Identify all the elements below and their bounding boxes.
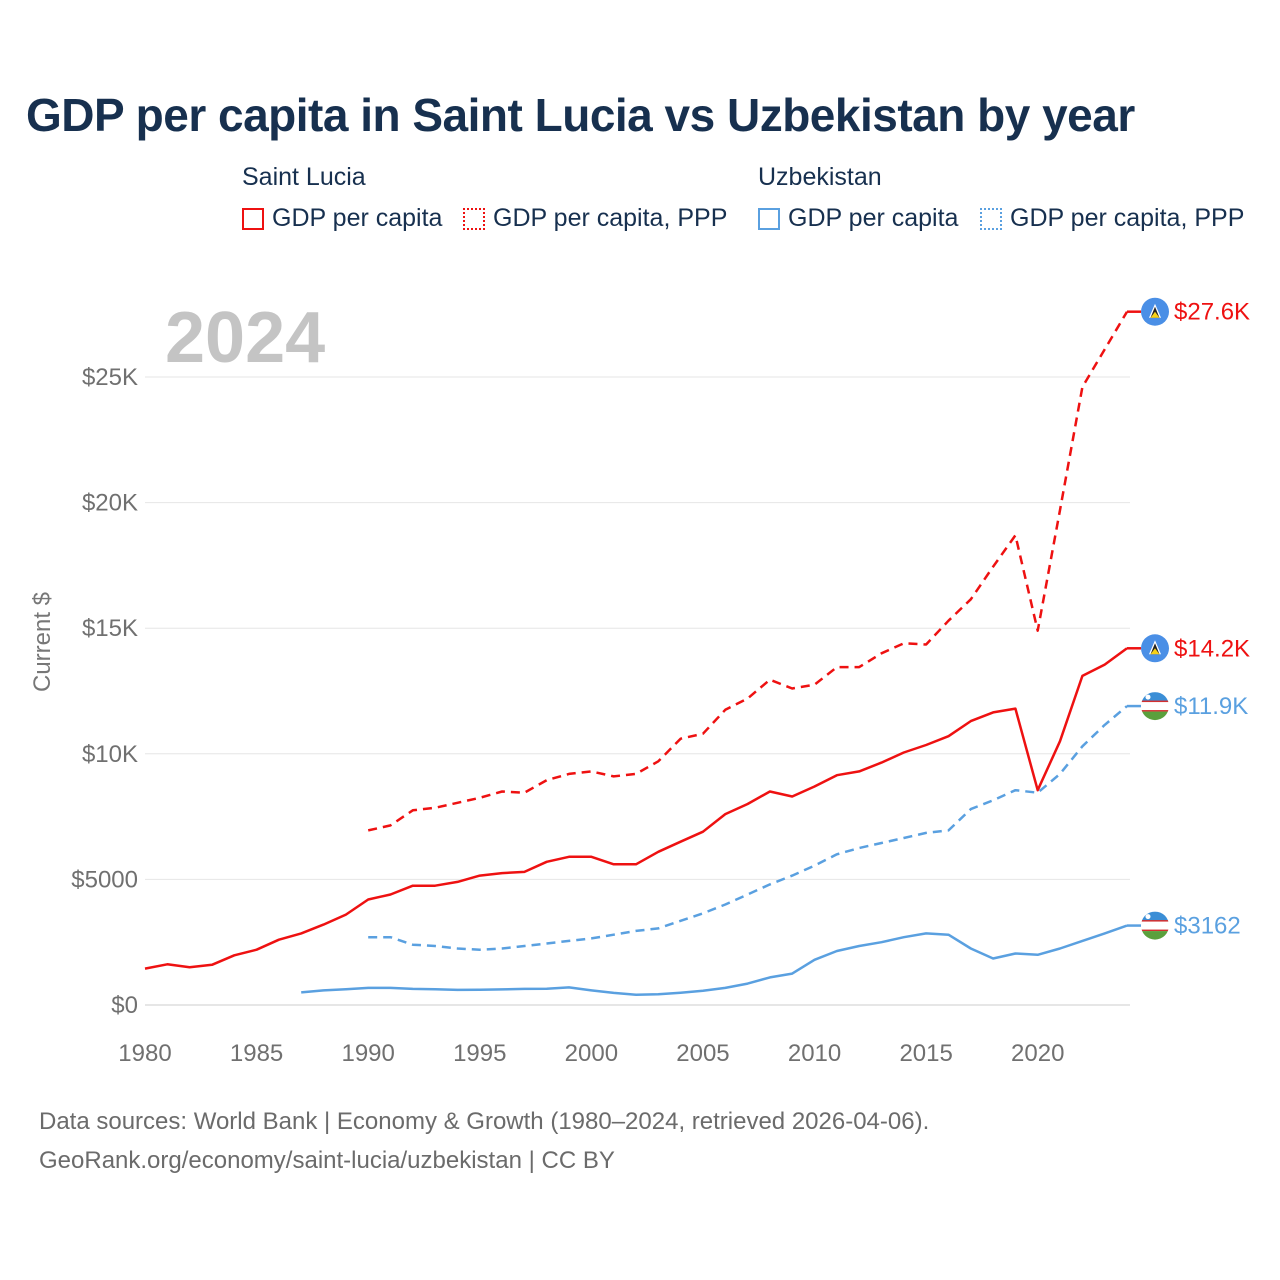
flag-stripe-red	[1141, 710, 1169, 712]
x-tick-label: 2015	[899, 1040, 952, 1067]
flag-stripe-red	[1141, 700, 1169, 703]
flag-stripe-red	[1141, 929, 1169, 932]
flag-stripe-white	[1141, 921, 1169, 931]
y-tick-label: $25K	[82, 364, 138, 391]
x-tick-label: 2000	[565, 1040, 618, 1067]
legend-item-uzbekistan-gdp-ppp[interactable]: GDP per capita, PPP	[980, 204, 1244, 233]
legend-group-saint-lucia: Saint Lucia	[242, 163, 366, 191]
legend-swatch-solid	[242, 207, 264, 230]
uzbekistan-flag-icon	[1141, 911, 1169, 940]
end-value-label: $11.9K	[1174, 693, 1248, 720]
x-tick-label: 1990	[341, 1040, 394, 1067]
legend-group-uzbekistan: Uzbekistan	[758, 163, 882, 191]
y-tick-label: $10K	[82, 741, 138, 768]
y-axis-label: Current $	[29, 592, 56, 692]
legend-item-saint-lucia-gdp-ppp[interactable]: GDP per capita, PPP	[463, 204, 727, 233]
legend-label: GDP per capita	[788, 204, 959, 232]
series-line	[368, 705, 1128, 951]
y-tick-label: $20K	[82, 490, 138, 517]
legend-label: GDP per capita, PPP	[493, 204, 728, 232]
flag-stripe-blue	[1141, 911, 1169, 922]
y-tick-label: $0	[111, 992, 138, 1019]
flag-stripe-red	[1141, 920, 1169, 922]
series-line	[301, 924, 1128, 996]
legend-swatch-dotted	[463, 207, 485, 230]
x-tick-label: 1995	[453, 1040, 506, 1067]
end-value-label: $14.2K	[1174, 635, 1250, 662]
uzbekistan-flag-icon	[1141, 692, 1169, 721]
legend-item-saint-lucia-gdp[interactable]: GDP per capita	[242, 204, 442, 233]
year-watermark: 2024	[165, 298, 325, 378]
series-line	[144, 647, 1128, 970]
x-tick-label: 2010	[788, 1040, 841, 1067]
footer-credit[interactable]: GeoRank.org/economy/saint-lucia/uzbekist…	[39, 1147, 615, 1174]
x-tick-label: 1985	[230, 1040, 283, 1067]
end-value-label: $3162	[1174, 913, 1241, 940]
y-tick-label: $5000	[71, 866, 138, 893]
legend-label: GDP per capita	[272, 204, 443, 232]
chart-title: GDP per capita in Saint Lucia vs Uzbekis…	[26, 89, 1135, 141]
series-line	[367, 311, 1129, 832]
flag-stripes	[1141, 692, 1169, 721]
saint-lucia-flag-icon	[1141, 297, 1169, 326]
line-chart: 2024 Current $ $0 $5000 $10K $15K $20K $25K 1…	[29, 297, 1250, 1067]
saint-lucia-flag-icon	[1141, 634, 1169, 663]
legend-swatch-solid	[758, 207, 780, 230]
y-tick-label: $15K	[82, 615, 138, 642]
flag-triangle-gold	[1150, 311, 1160, 318]
end-value-label: $27.6K	[1174, 299, 1250, 326]
footer-sources: Data sources: World Bank | Economy & Gro…	[39, 1108, 930, 1135]
flag-stripe-green	[1141, 711, 1169, 721]
legend-label: GDP per capita, PPP	[1010, 204, 1245, 232]
flag-triangle-gold	[1150, 648, 1160, 655]
flag-stripe-green	[1141, 931, 1169, 940]
x-tick-label: 1980	[118, 1040, 171, 1067]
legend-swatch-dotted	[980, 207, 1002, 230]
flag-stripe-white	[1141, 701, 1169, 712]
flag-crescent	[1145, 694, 1151, 700]
flag-crescent	[1145, 914, 1151, 920]
x-tick-label: 2005	[676, 1040, 729, 1067]
flag-stripe-blue	[1141, 692, 1169, 702]
x-tick-label: 2020	[1011, 1040, 1064, 1067]
flag-stripes	[1141, 911, 1169, 940]
legend-item-uzbekistan-gdp[interactable]: GDP per capita	[758, 204, 958, 233]
